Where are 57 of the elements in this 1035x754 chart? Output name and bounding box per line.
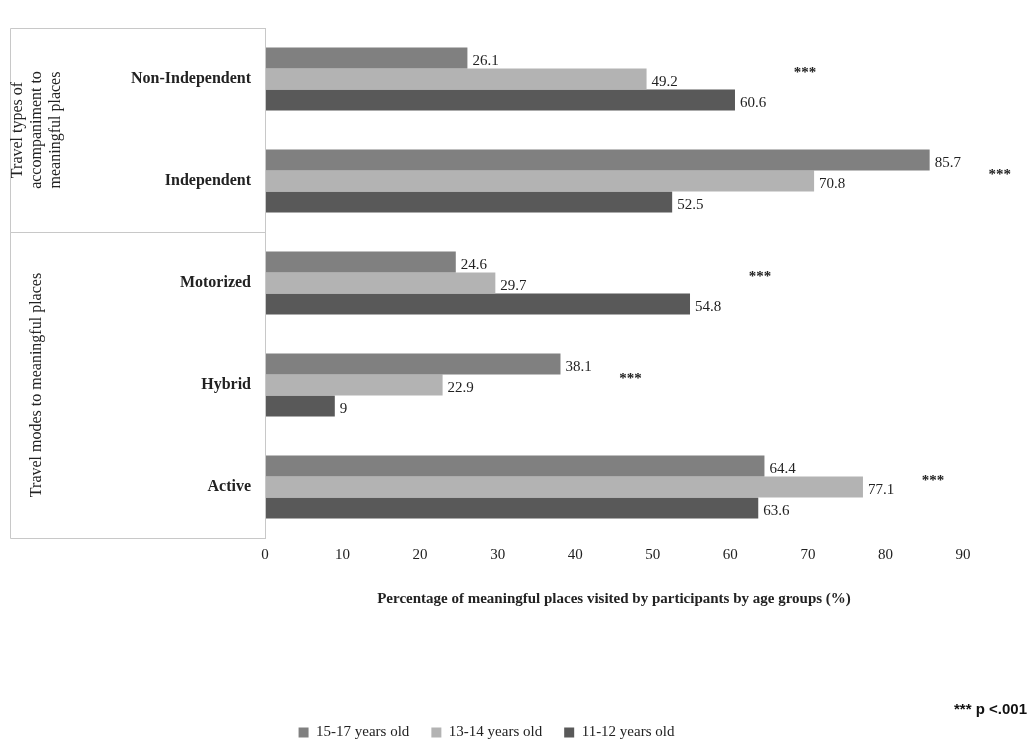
y-tick-label: Hybrid <box>201 375 252 394</box>
bar <box>265 455 765 477</box>
x-tick-label: 80 <box>877 545 893 562</box>
data-label: 63.6 <box>763 502 790 519</box>
x-axis-title: Percentage of meaningful places visited by participants by age groups (%) <box>377 589 851 607</box>
data-label: 22.9 <box>447 378 474 395</box>
annotation: *** <box>748 267 772 284</box>
data-label: 52.5 <box>677 196 704 213</box>
y-tick-label: Active <box>207 477 251 495</box>
text: *** p <.001 <box>954 700 1027 717</box>
y-tick-label: Motorized <box>179 273 252 291</box>
x-tick-label: 0 <box>261 545 269 562</box>
x-tick-label: 30 <box>490 545 506 562</box>
bar <box>265 47 468 69</box>
text: Travel modes to meaningful places <box>27 272 46 498</box>
bar <box>265 497 759 519</box>
y-tick-label: Non-Independent <box>130 69 252 88</box>
bar <box>265 272 496 294</box>
data-label: 38.1 <box>565 357 592 374</box>
text: Travel types of accompaniment to meaningful places <box>8 71 65 189</box>
data-label: 70.8 <box>819 174 846 191</box>
x-tick-label: 40 <box>567 545 583 562</box>
x-tick-label: 20 <box>412 545 428 562</box>
annotation: *** <box>619 369 642 386</box>
x-tick-label: 90 <box>955 545 971 562</box>
data-label: 77.1 <box>867 480 895 497</box>
annotation: *** <box>921 471 945 488</box>
legend-label: 13-14 years old <box>448 723 543 740</box>
x-tick-label: 60 <box>722 545 738 562</box>
bar <box>265 251 456 273</box>
bar <box>265 374 443 396</box>
data-label: 49.2 <box>651 72 678 89</box>
annotation: *** <box>793 63 817 80</box>
data-label: 64.4 <box>769 459 797 476</box>
data-label: 26.1 <box>472 51 499 68</box>
legend-label: 15-17 years old <box>316 723 410 740</box>
legend-label: 11-12 years old <box>581 723 675 740</box>
data-label: 24.6 <box>460 255 488 272</box>
data-label: 9 <box>339 400 348 417</box>
bar <box>265 476 863 498</box>
y-tick-label: Independent <box>164 171 252 190</box>
x-tick-label: 10 <box>335 545 351 562</box>
bar <box>265 191 673 213</box>
bar <box>265 353 561 375</box>
bar <box>265 395 335 417</box>
data-label: 29.7 <box>500 276 528 293</box>
bar <box>265 170 815 192</box>
x-tick-label: 70 <box>800 545 816 562</box>
data-label: 54.8 <box>695 298 722 315</box>
text: *** <box>988 165 1011 182</box>
bar <box>265 68 647 90</box>
data-label: 60.6 <box>739 94 767 111</box>
data-label: 85.7 <box>934 153 962 170</box>
bar <box>265 149 930 171</box>
bar <box>265 293 690 315</box>
x-tick-label: 50 <box>645 545 661 562</box>
bar <box>265 89 735 111</box>
